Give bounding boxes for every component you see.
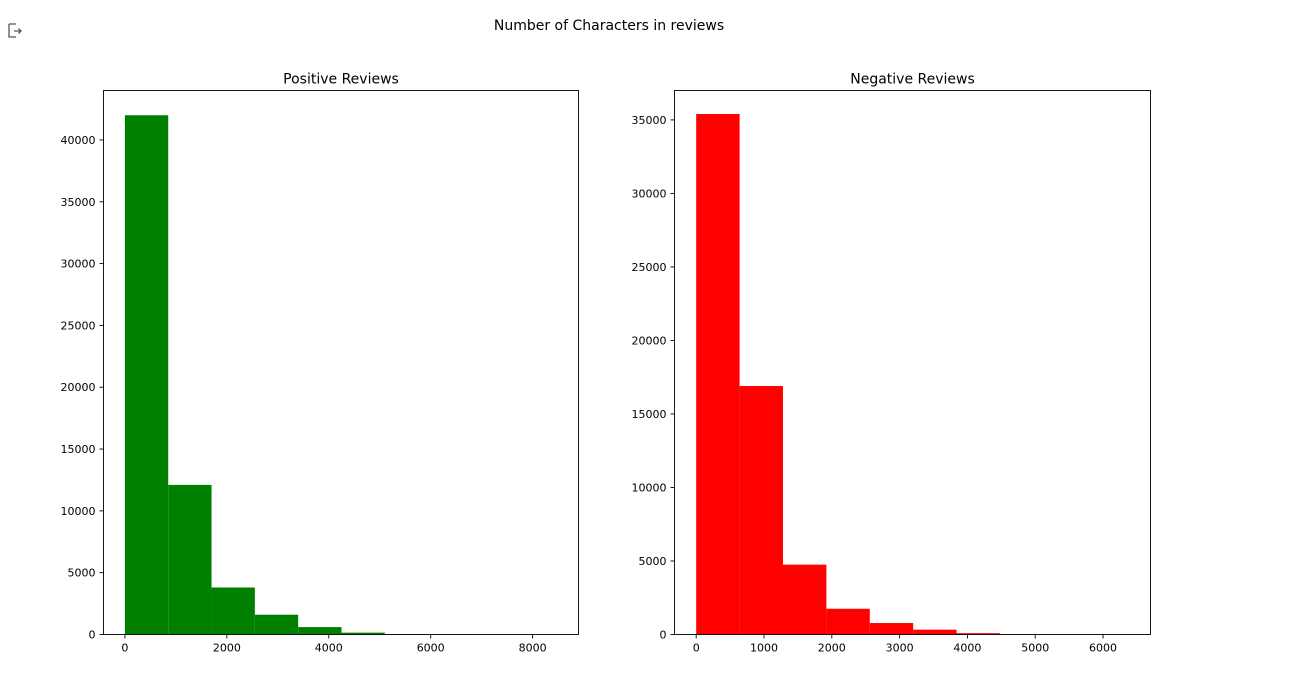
positive-y-tick-label: 20000 <box>61 381 96 394</box>
figure-title: Number of Characters in reviews <box>493 18 725 34</box>
positive-y-tick-label: 25000 <box>61 319 96 332</box>
positive-histogram-bar <box>341 632 385 635</box>
positive-x-tick-label: 6000 <box>417 642 445 655</box>
negative-x-tick-label: 3000 <box>886 642 914 655</box>
positive-y-tick-label: 35000 <box>61 196 96 209</box>
negative-histogram-bar <box>869 623 914 635</box>
positive-x-tick-label: 0 <box>121 642 128 655</box>
negative-histogram-bar <box>826 608 870 635</box>
negative-histogram-bar <box>696 114 740 635</box>
negative-x-tick-label: 0 <box>693 642 700 655</box>
negative-histogram-bar <box>956 633 1000 635</box>
positive-axes-title: Positive Reviews <box>283 72 399 88</box>
positive-y-tick-label: 0 <box>89 629 96 642</box>
negative-y-tick-label: 30000 <box>632 187 667 200</box>
positive-y-tick-label: 30000 <box>61 258 96 271</box>
positive-histogram-bar <box>124 115 169 635</box>
negative-y-tick-label: 5000 <box>639 555 667 568</box>
negative-y-tick-label: 35000 <box>632 114 667 127</box>
positive-y-tick-label: 15000 <box>61 443 96 456</box>
negative-x-tick-label: 5000 <box>1021 642 1049 655</box>
positive-histogram-bar <box>254 614 299 635</box>
positive-histogram-bar <box>211 587 255 635</box>
negative-histogram-bar <box>782 564 827 635</box>
negative-histogram-bar <box>739 386 783 635</box>
negative-axes-title: Negative Reviews <box>850 72 975 88</box>
negative-x-tick-label: 4000 <box>953 642 981 655</box>
negative-x-tick-label: 1000 <box>750 642 778 655</box>
positive-y-tick-label: 40000 <box>61 134 96 147</box>
positive-reviews-axes: 0 2000 4000 6000 8000 0 5000 10000 15000 20000 250… <box>61 72 579 655</box>
positive-x-tick-label: 2000 <box>213 642 241 655</box>
positive-y-tick-label: 10000 <box>61 505 96 518</box>
negative-y-tick-label: 20000 <box>632 334 667 347</box>
negative-reviews-axes: 0 1000 2000 3000 4000 5000 6000 0 5000 10000 15000… <box>632 72 1151 655</box>
negative-x-tick-label: 2000 <box>818 642 846 655</box>
negative-axes-frame <box>674 90 1151 635</box>
negative-y-tick-label: 15000 <box>632 408 667 421</box>
negative-y-tick-label: 0 <box>660 629 667 642</box>
positive-histogram-bar <box>298 627 342 635</box>
negative-y-tick-label: 25000 <box>632 261 667 274</box>
positive-y-tick-label: 5000 <box>68 567 96 580</box>
positive-axes-frame <box>103 90 579 635</box>
negative-y-tick-label: 10000 <box>632 481 667 494</box>
positive-histogram-bar <box>168 484 212 635</box>
negative-histogram-bar <box>913 629 957 635</box>
output-arrow-icon[interactable] <box>6 22 24 40</box>
positive-x-tick-label: 8000 <box>519 642 547 655</box>
positive-x-tick-label: 4000 <box>315 642 343 655</box>
negative-x-tick-label: 6000 <box>1089 642 1117 655</box>
